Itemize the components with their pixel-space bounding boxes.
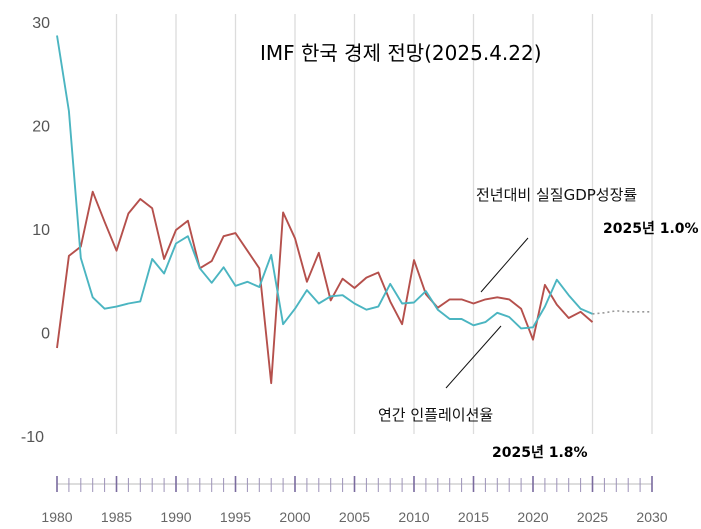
- series-lines: [56, 35, 652, 385]
- gdp-growth-line: [56, 190, 594, 385]
- x-tick-label: 2015: [458, 509, 489, 525]
- x-tick-label: 2020: [517, 509, 548, 525]
- y-tick-label: -10: [21, 429, 44, 446]
- y-tick-label: 20: [32, 119, 50, 136]
- forecast-line: [592, 309, 652, 315]
- inflation-leader-line: [445, 325, 502, 389]
- grid-lines: [115, 14, 653, 434]
- x-tick-label: 2030: [636, 509, 667, 525]
- x-tick-label: 1980: [41, 509, 72, 525]
- x-tick-label: 2000: [279, 509, 310, 525]
- gdp-label: 전년대비 실질GDP성장률: [476, 186, 637, 204]
- y-tick-label: 0: [41, 326, 50, 343]
- inflation-line: [56, 35, 593, 330]
- chart-title: IMF 한국 경제 전망(2025.4.22): [260, 41, 542, 65]
- x-axis: 1980 1985 1990 1995 2000 2005 2010 2015 2020 2025…: [41, 476, 668, 525]
- x-tick-label: 1990: [160, 509, 191, 525]
- x-tick-label: 1985: [101, 509, 132, 525]
- inflation-value-label: 2025년 1.8%: [492, 445, 588, 461]
- x-tick-label: 2010: [398, 509, 429, 525]
- y-tick-label: 10: [32, 222, 50, 239]
- x-tick-label: 2025: [577, 509, 608, 525]
- gdp-leader-line: [480, 237, 529, 293]
- x-tick-label: 2005: [339, 509, 370, 525]
- y-tick-label: 30: [32, 15, 50, 32]
- inflation-label: 연간 인플레이션율: [378, 406, 493, 424]
- gdp-value-label: 2025년 1.0%: [603, 221, 699, 237]
- y-axis: -10 0 10 20 30: [21, 15, 50, 446]
- x-tick-label: 1995: [220, 509, 251, 525]
